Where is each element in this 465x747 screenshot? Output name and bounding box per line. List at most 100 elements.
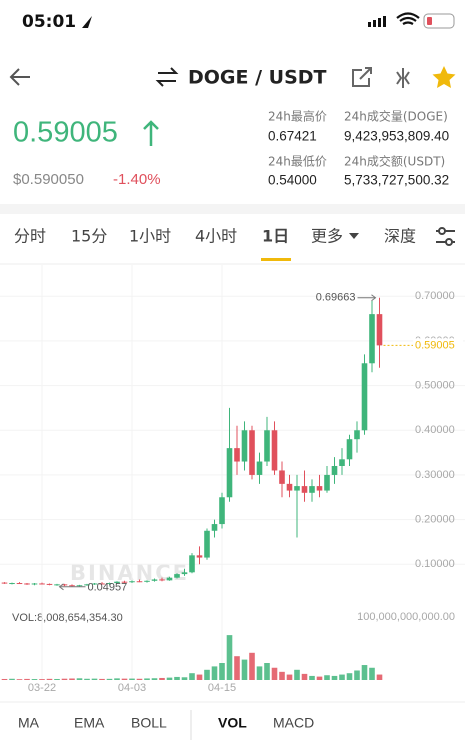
volume-bar (76, 678, 83, 680)
volume-bar (354, 670, 360, 680)
volume-bar (316, 676, 323, 680)
candle-body (69, 585, 75, 587)
volume-bar (99, 678, 105, 680)
candle-body (151, 579, 158, 581)
volume-bar (181, 677, 188, 680)
volume-bar (249, 652, 255, 680)
volume-bar (339, 674, 345, 680)
volume-bar (159, 677, 165, 680)
candle-body (256, 461, 263, 475)
pair-title: DOGE / USDT (188, 67, 327, 89)
candle-body (31, 583, 38, 585)
candle-body (181, 572, 188, 575)
y-tick-label: 0.40000 (415, 424, 455, 436)
last-price-box (413, 338, 463, 353)
volume-bar (39, 679, 45, 680)
low-marker-label: 0.04957 (88, 582, 128, 594)
volume-label: VOL:8,008,654,354.30 (12, 612, 123, 624)
candle-body (211, 524, 218, 531)
favorite-star[interactable] (432, 66, 456, 88)
candle-body (264, 430, 270, 462)
y-tick-label: 0.10000 (415, 558, 455, 570)
candle-body (24, 583, 30, 585)
indicator-tab[interactable]: MA (18, 715, 40, 731)
volume-bar (331, 675, 338, 680)
stat-value: 5,733,727,500.32 (344, 173, 449, 188)
volume-bar (9, 678, 15, 680)
volume-bar (309, 675, 315, 680)
volume-bar (286, 674, 293, 680)
volume-bar (91, 678, 98, 680)
status-time: 05:01 (22, 12, 76, 32)
depth-tab[interactable]: 深度 (384, 227, 416, 246)
candle-body (196, 555, 203, 558)
interval-tab[interactable]: 分时 (14, 227, 46, 246)
candle-body (129, 581, 135, 583)
battery-icon (423, 13, 455, 29)
settings-knob (445, 238, 453, 246)
compare-button[interactable] (396, 68, 410, 88)
signal-icon (368, 16, 386, 27)
wifi-icon (396, 12, 420, 25)
candle-body (361, 363, 368, 431)
volume-tick-label: 100,000,000,000.00 (357, 611, 455, 623)
interval-tab-active[interactable]: 1日 (262, 227, 289, 246)
candle-body (324, 474, 330, 491)
volume-bar (196, 674, 203, 680)
candle-body (204, 530, 210, 558)
candle-body (309, 486, 315, 493)
candle-body (249, 430, 255, 475)
back-button[interactable] (9, 68, 30, 86)
candle-body (1, 582, 8, 584)
stat-value: 0.54000 (268, 173, 317, 188)
swap-icon[interactable] (155, 67, 179, 87)
candle-body (144, 580, 150, 582)
settings-knob (438, 227, 446, 235)
x-tick-label: 04-03 (118, 682, 146, 694)
candle-body (241, 430, 248, 462)
stat-label: 24h成交额(USDT) (344, 154, 445, 169)
interval-tab[interactable]: 15分 (71, 227, 107, 246)
y-tick-label: 0.70000 (415, 290, 455, 302)
volume-bar (294, 669, 300, 680)
candle-body (354, 430, 360, 440)
volume-bar (69, 678, 75, 680)
candle-body (294, 486, 300, 491)
candle-body (286, 483, 293, 491)
y-tick-label: 0.30000 (415, 469, 455, 481)
volume-bar (361, 665, 368, 680)
candle-body (114, 581, 120, 584)
price-up-arrow (143, 120, 159, 146)
high-marker-label: 0.69663 (316, 292, 356, 304)
volume-bar (204, 669, 210, 680)
indicator-tab[interactable]: BOLL (131, 715, 167, 731)
indicator-tab[interactable]: MACD (273, 715, 314, 731)
last-price-label: 0.59005 (415, 339, 455, 351)
interval-tab[interactable]: 4小时 (195, 227, 237, 246)
candle-body (189, 555, 195, 573)
volume-bar (219, 663, 225, 680)
volume-bar (84, 678, 90, 680)
candle-body (234, 448, 240, 462)
candle-body (339, 459, 345, 466)
interval-tab[interactable]: 1小时 (129, 227, 171, 246)
active-underline (261, 258, 291, 261)
indicator-tab-active[interactable]: VOL (218, 715, 247, 731)
separator (0, 204, 465, 214)
candle-body (159, 579, 165, 581)
volume-bar (226, 635, 233, 680)
volume-bar (1, 678, 8, 680)
volume-bar (151, 678, 158, 680)
share-button[interactable] (352, 67, 372, 87)
volume-bar (256, 666, 263, 680)
volume-bar (241, 659, 248, 680)
indicator-tab[interactable]: EMA (74, 715, 105, 731)
candle-body (91, 583, 98, 585)
dropdown-caret (349, 233, 359, 239)
candle-body (106, 583, 113, 585)
more-tab[interactable]: 更多 (311, 227, 343, 246)
stat-value: 9,423,953,809.40 (344, 129, 449, 144)
candle-body (61, 584, 68, 586)
high-marker-arrow (371, 294, 377, 302)
candle-body (219, 497, 225, 525)
